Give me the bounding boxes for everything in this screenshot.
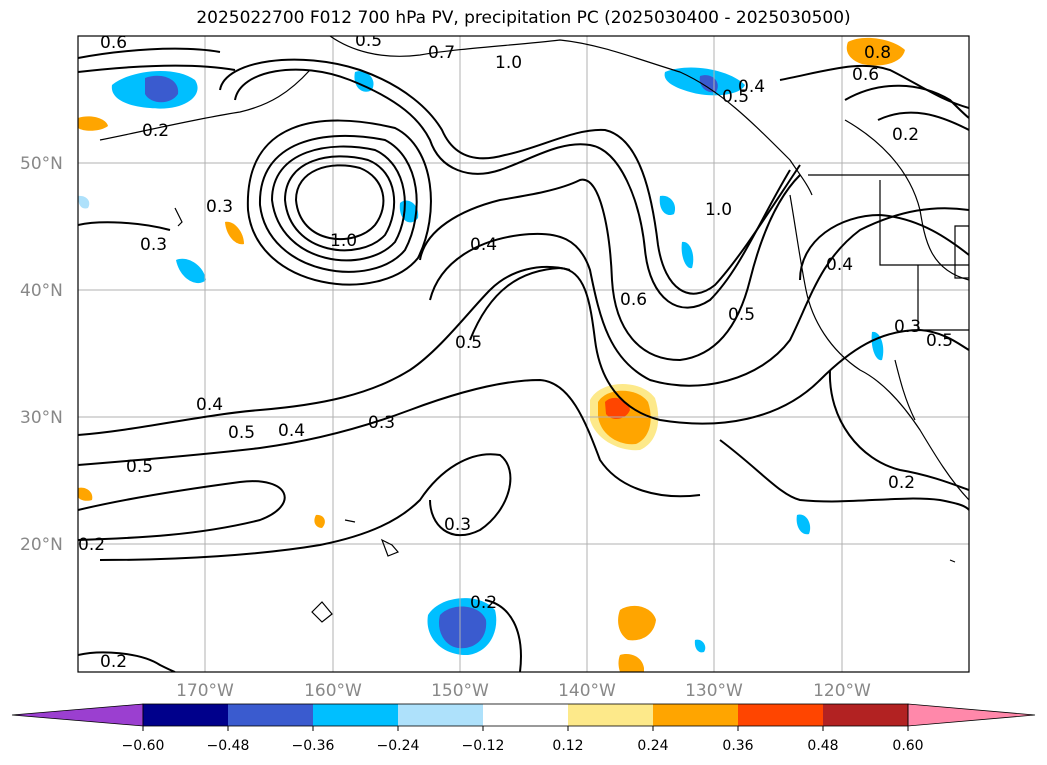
colorbar-tick-label: −0.60 [122, 738, 165, 754]
contour-label: 0.3 [140, 235, 167, 255]
colorbar-segment [823, 704, 908, 726]
colorbar-segment [653, 704, 738, 726]
colorbar-segment [483, 704, 568, 726]
contour-label: 0.3 [444, 515, 471, 535]
lon-label-120w: 120°W [813, 681, 871, 701]
colorbar-segment [143, 704, 228, 726]
contour-label: 0.4 [196, 395, 223, 415]
colorbar-tick-label: 0.60 [892, 738, 923, 754]
map-title: 2025022700 F012 700 hPa PV, precipitatio… [196, 8, 851, 28]
contour-label: 0.2 [78, 535, 105, 555]
contour-label: 1.0 [705, 200, 732, 220]
pv-contours [78, 47, 969, 672]
contour-label: 0.5 [455, 333, 482, 353]
colorbar-segment [738, 704, 823, 726]
contour-label: 1.0 [495, 53, 522, 73]
contour-label: 0.5 [228, 423, 255, 443]
colorbar-extend-high [907, 703, 1036, 727]
contour-label: 0.2 [142, 121, 169, 141]
contour-label: 0.6 [620, 290, 647, 310]
colorbar-segment [568, 704, 653, 726]
contour-label: 0.5 [355, 31, 382, 51]
lon-label-170w: 170°W [176, 681, 234, 701]
lon-label-150w: 150°W [431, 681, 489, 701]
contour-label: 0.5 [926, 331, 953, 351]
contour-label: 0.3 [368, 413, 395, 433]
contour-label: 0.6 [100, 33, 127, 53]
contour-label: 0.2 [888, 473, 915, 493]
colorbar-segment [313, 704, 398, 726]
colorbar-segment [228, 704, 313, 726]
contour-label: 0.3 [206, 197, 233, 217]
lon-label-140w: 140°W [558, 681, 616, 701]
colorbar-tick-label: 0.12 [552, 738, 583, 754]
colorbar-tick-label: −0.48 [207, 738, 250, 754]
contour-label: 0.5 [722, 87, 749, 107]
colorbar-tick-label: 0.48 [807, 738, 838, 754]
contour-label: 0.5 [126, 457, 153, 477]
contour-label: 0.6 [852, 65, 879, 85]
gridlines [78, 36, 969, 672]
contour-label: 0.7 [428, 43, 455, 63]
longitude-labels: 170°W 160°W 150°W 140°W 130°W 120°W [176, 681, 871, 701]
lat-label-30n: 30°N [20, 408, 63, 428]
precipitation-shading [78, 37, 905, 672]
colorbar-outline [142, 703, 909, 727]
contour-label: 0.4 [278, 421, 305, 441]
contour-label: 0.2 [892, 125, 919, 145]
contour-label: 0.4 [470, 235, 497, 255]
lon-label-160w: 160°W [304, 681, 362, 701]
contour-label: 1.0 [330, 231, 357, 251]
lon-label-130w: 130°W [685, 681, 743, 701]
contour-label: 0.4 [826, 255, 853, 275]
map-frame [77, 35, 970, 673]
latitude-labels: 50°N 40°N 30°N 20°N [20, 154, 63, 555]
contour-label: 0.8 [864, 43, 891, 63]
colorbar-tick-label: −0.12 [462, 738, 505, 754]
contour-label: 0.3 [894, 317, 921, 337]
colorbar-tick-label: −0.36 [292, 738, 335, 754]
contour-label: 0.2 [470, 593, 497, 613]
colorbar: −0.60 −0.48 −0.36 −0.24 −0.12 0.12 0.24 0.36 0.4… [11, 703, 1036, 754]
contour-label: 0.4 [738, 77, 765, 97]
map-panel: 0.6 0.5 0.7 1.0 0.4 0.5 0.8 0.6 0.2 0.2 … [78, 31, 969, 672]
colorbar-tick-label: −0.24 [377, 738, 420, 754]
colorbar-segment [398, 704, 483, 726]
colorbar-extend-low [11, 703, 144, 727]
lat-label-20n: 20°N [20, 535, 63, 555]
contour-label: 0.5 [728, 305, 755, 325]
lat-label-40n: 40°N [20, 281, 63, 301]
colorbar-tick-label: 0.36 [722, 738, 753, 754]
lat-label-50n: 50°N [20, 154, 63, 174]
contour-label: 0.2 [100, 652, 127, 672]
contour-labels: 0.6 0.5 0.7 1.0 0.4 0.5 0.8 0.6 0.2 0.2 … [78, 31, 953, 672]
colorbar-tick-label: 0.24 [637, 738, 668, 754]
